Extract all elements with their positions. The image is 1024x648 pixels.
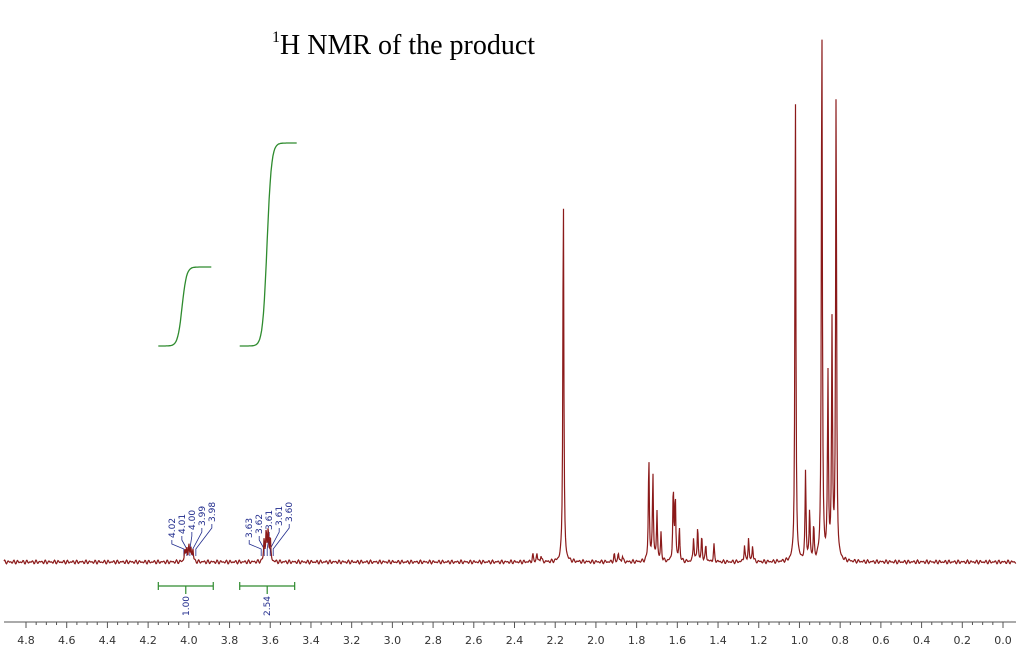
integral-curves bbox=[158, 142, 297, 347]
x-tick-label: 3.0 bbox=[384, 634, 402, 647]
peak-label: 3.99 bbox=[198, 506, 208, 526]
peak-label: 4.02 bbox=[168, 518, 178, 538]
spectrum-line bbox=[3, 39, 1017, 565]
peak-label: 3.62 bbox=[255, 514, 265, 534]
x-tick-label: 3.2 bbox=[343, 634, 361, 647]
x-tick-label: 4.8 bbox=[17, 634, 35, 647]
chart-title: 1H NMR of the product bbox=[272, 29, 535, 61]
integral-curve bbox=[239, 142, 297, 347]
x-tick-label: 3.6 bbox=[262, 634, 280, 647]
peak-label: 3.98 bbox=[208, 502, 218, 522]
integral-value: 2.54 bbox=[263, 596, 273, 616]
x-tick-label: 0.6 bbox=[872, 634, 890, 647]
x-tick-label: 0.0 bbox=[994, 634, 1012, 647]
x-axis: 4.8 4.6 4.4 4.2 4.0 3.8 3.6 3.4 3.2 3.0 2.8 2.6 2.4 2… bbox=[17, 622, 1012, 647]
peak-label: 3.60 bbox=[285, 502, 295, 522]
x-tick-label: 1.2 bbox=[750, 634, 768, 647]
peak-label: 3.63 bbox=[245, 518, 255, 538]
x-tick-label: 2.6 bbox=[465, 634, 483, 647]
x-tick-label: 3.8 bbox=[221, 634, 239, 647]
peak-label: 3.61 bbox=[275, 506, 285, 526]
x-tick-label: 3.4 bbox=[302, 634, 320, 647]
peak-label: 4.01 bbox=[178, 514, 188, 534]
peak-label: 3.61 bbox=[265, 510, 275, 530]
x-tick-label: 4.2 bbox=[139, 634, 157, 647]
peak-label-connector bbox=[258, 536, 265, 556]
integral-curve bbox=[158, 266, 212, 347]
peak-label-connector bbox=[171, 540, 185, 556]
integral-value: 1.00 bbox=[182, 596, 192, 616]
x-tick-label: 0.8 bbox=[831, 634, 849, 647]
peak-label-connector bbox=[248, 540, 262, 556]
x-tick-label: 2.2 bbox=[546, 634, 564, 647]
x-tick-label: 4.6 bbox=[58, 634, 76, 647]
x-tick-label: 1.0 bbox=[791, 634, 809, 647]
x-tick-label: 4.0 bbox=[180, 634, 198, 647]
x-tick-label: 0.4 bbox=[913, 634, 931, 647]
x-tick-label: 1.8 bbox=[628, 634, 646, 647]
x-tick-label: 2.0 bbox=[587, 634, 605, 647]
x-tick-label: 2.8 bbox=[424, 634, 442, 647]
x-tick-label: 0.2 bbox=[954, 634, 972, 647]
peak-label-connector bbox=[195, 524, 213, 556]
peak-label-connector bbox=[269, 528, 280, 556]
x-tick-label: 2.4 bbox=[506, 634, 524, 647]
x-tick-label: 1.6 bbox=[669, 634, 687, 647]
title-main: H NMR of the product bbox=[280, 30, 535, 61]
integral-brackets: 1.00 2.54 bbox=[157, 582, 296, 616]
x-tick-label: 4.4 bbox=[99, 634, 117, 647]
peak-label-connector bbox=[266, 532, 270, 556]
peak-label: 4.00 bbox=[188, 510, 198, 530]
peak-label-connector bbox=[272, 524, 290, 556]
title-superscript: 1 bbox=[272, 29, 280, 46]
peak-label-connector bbox=[192, 528, 203, 556]
x-tick-label: 1.4 bbox=[709, 634, 727, 647]
peak-labels: 4.02 4.01 4.00 3.99 3.983.63 3.62 3.61 3.61 3.60 bbox=[168, 502, 295, 556]
